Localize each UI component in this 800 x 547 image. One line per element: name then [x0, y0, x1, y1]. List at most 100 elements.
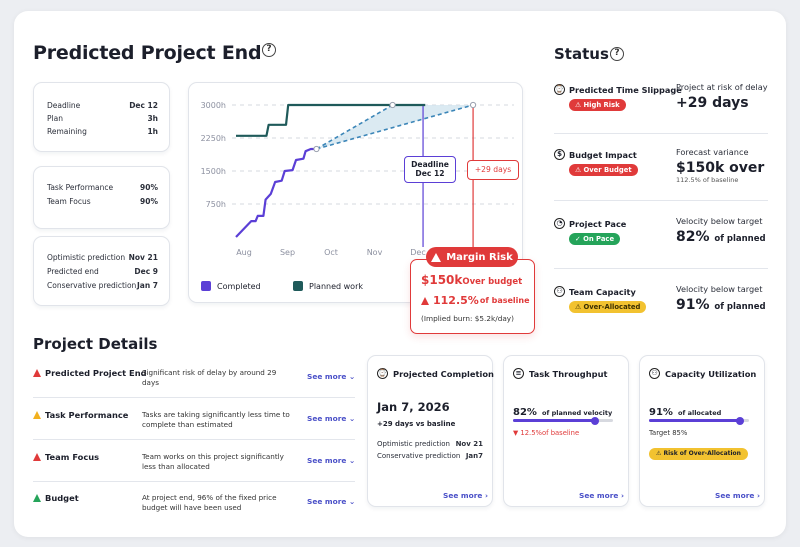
see-more-link[interactable]: See more › [443, 491, 488, 500]
completed-line [235, 147, 317, 238]
slip-annotation: +29 days [467, 160, 519, 180]
status-capacity-value: 91% of planned [676, 297, 766, 313]
see-more-link[interactable]: See more ⌄ [307, 497, 356, 506]
projected-delta: +29 days vs basline [377, 420, 456, 428]
status-title: Status [554, 45, 609, 63]
card-title: Capacity Utilization [665, 368, 757, 379]
capacity-progress-knob [736, 416, 744, 425]
capacity-progress-fill [649, 419, 740, 422]
capacity-progress-bar [649, 416, 749, 425]
gauge-icon: ◔ [554, 218, 565, 229]
margin-risk-note: (Implied burn: $5.2k/day) [421, 314, 514, 323]
status-help-icon[interactable]: ? [610, 47, 624, 61]
status-time-slippage: ⌚ Predicted Time Slippage ⚠ High Risk Pro… [554, 80, 768, 135]
team-icon: ⚇ [554, 286, 565, 297]
throughput-icon: ≡ [513, 368, 524, 379]
predicted-end-label: Predicted end [47, 267, 99, 276]
legend-planned-label: Planned work [309, 281, 363, 291]
forecast-start-dot [313, 145, 320, 153]
status-time-slippage-right-label: Project at risk of delay [676, 82, 768, 92]
status-divider [554, 200, 768, 201]
margin-risk-amount: $150k [421, 273, 463, 287]
forecast-optimistic-line [316, 104, 394, 150]
see-more-link[interactable]: See more ⌄ [307, 456, 356, 465]
detail-desc: Team works on this project significantly… [142, 452, 284, 471]
optimistic-label: Optimistic prediction [47, 253, 126, 262]
y-axis-ticks: 3000h 2250h 1500h 750h [201, 101, 226, 209]
conservative-value: Jan7 [465, 452, 483, 460]
team-focus-value: 90% [140, 197, 158, 206]
status-budget-label: Budget Impact [569, 149, 637, 160]
detail-desc: Tasks are taking significantly less time… [142, 410, 290, 429]
status-badge-over-allocated: ⚠ Over-Allocated [569, 301, 647, 313]
deadline-label: Deadline [47, 101, 81, 110]
status-pace-label: Project Pace [569, 218, 627, 229]
help-icon[interactable]: ? [262, 43, 276, 57]
team-icon: ⚇ [649, 368, 660, 379]
detail-row-team-focus: Team Focus Team works on this project si… [33, 444, 355, 484]
see-more-link[interactable]: See more › [715, 491, 760, 500]
status-time-slippage-value: +29 days [676, 95, 749, 111]
timeline-card: Deadline Dec 12 Plan 3h Remaining 1h [33, 82, 170, 152]
task-throughput-card: ≡ Task Throughput 82% of planned velocity… [503, 355, 629, 507]
warning-red-icon [33, 369, 41, 377]
chevron-down-icon: ⌄ [348, 414, 356, 423]
status-budget-value: $150k over [676, 160, 765, 176]
see-more-link[interactable]: See more ⌄ [307, 372, 356, 381]
conservative-value: Jan 7 [136, 281, 158, 290]
see-more-link[interactable]: See more › [579, 491, 624, 500]
status-divider [554, 268, 768, 269]
status-team-capacity: ⚇ Team Capacity ⚠ Over-Allocated Velocity… [554, 282, 768, 337]
chevron-down-icon: ⌄ [348, 497, 356, 506]
legend-completed: Completed [201, 281, 261, 291]
detail-row-predicted-end: Predicted Project End Significant risk o… [33, 360, 355, 400]
see-more-link[interactable]: See more ⌄ [307, 414, 356, 423]
prediction-card: Optimistic prediction Nov 21 Predicted en… [33, 236, 170, 306]
y-tick-label: 750h [206, 200, 226, 209]
forecast-conservative-line [316, 104, 474, 150]
throughput-progress-bar [513, 416, 613, 425]
status-pace-right-label: Velocity below target [676, 216, 763, 226]
capacity-value-line: 91% of allocated [649, 400, 721, 419]
x-tick-label: Aug [236, 248, 252, 257]
capacity-risk-badge: ⚠ Risk of Over-Allocation [649, 448, 748, 460]
conservative-label: Conservative prediction [377, 452, 461, 460]
margin-risk-popover: $150kOver budget 112.5% of baseline (Impl… [410, 259, 535, 334]
throughput-value: 82% [513, 407, 537, 418]
performance-card: Task Performance 90% Team Focus 90% [33, 166, 170, 229]
remaining-label: Remaining [47, 127, 87, 136]
conservative-end-dot [469, 101, 477, 109]
chevron-right-icon: › [484, 491, 488, 500]
deadline-annotation: Deadline Dec 12 [404, 156, 456, 183]
throughput-suffix: of planned velocity [542, 409, 613, 417]
warning-green-icon [33, 494, 41, 502]
margin-risk-percent-line: 112.5% of baseline [421, 294, 530, 307]
throughput-note: ▼ 12.5%of baseline [513, 429, 580, 437]
status-budget-sub: 112.5% of baseline [676, 176, 739, 184]
dollar-icon: $ [554, 149, 565, 160]
x-tick-label: Dec [410, 248, 425, 257]
status-badge-on-pace: ✓ On Pace [569, 233, 621, 245]
clock-icon: ⌚ [377, 368, 388, 379]
y-tick-label: 2250h [201, 134, 226, 143]
status-pace-value: 82% of planned [676, 229, 766, 245]
margin-risk-amount-line: $150kOver budget [421, 273, 522, 287]
predicted-end-value: Dec 9 [134, 267, 158, 276]
x-tick-label: Oct [324, 248, 338, 257]
capacity-suffix: of allocated [678, 409, 722, 417]
plan-value: 3h [147, 114, 158, 123]
throughput-progress-fill [513, 419, 595, 422]
status-budget-right-label: Forecast variance [676, 147, 749, 157]
margin-risk-amount-suffix: Over budget [462, 277, 523, 287]
clock-icon: ⌚ [554, 84, 565, 95]
planned-work-line [236, 103, 426, 137]
optimistic-value: Nov 21 [128, 253, 158, 262]
status-badge-over-budget: ⚠ Over Budget [569, 164, 638, 176]
chevron-right-icon: › [620, 491, 624, 500]
status-capacity-right-label: Velocity below target [676, 284, 763, 294]
projected-date: Jan 7, 2026 [377, 400, 450, 414]
capacity-value: 91% [649, 407, 673, 418]
throughput-progress-knob [591, 416, 599, 425]
projected-completion-card: ⌚ Projected Completion Jan 7, 2026 +29 da… [367, 355, 494, 507]
up-triangle-icon [421, 296, 429, 305]
